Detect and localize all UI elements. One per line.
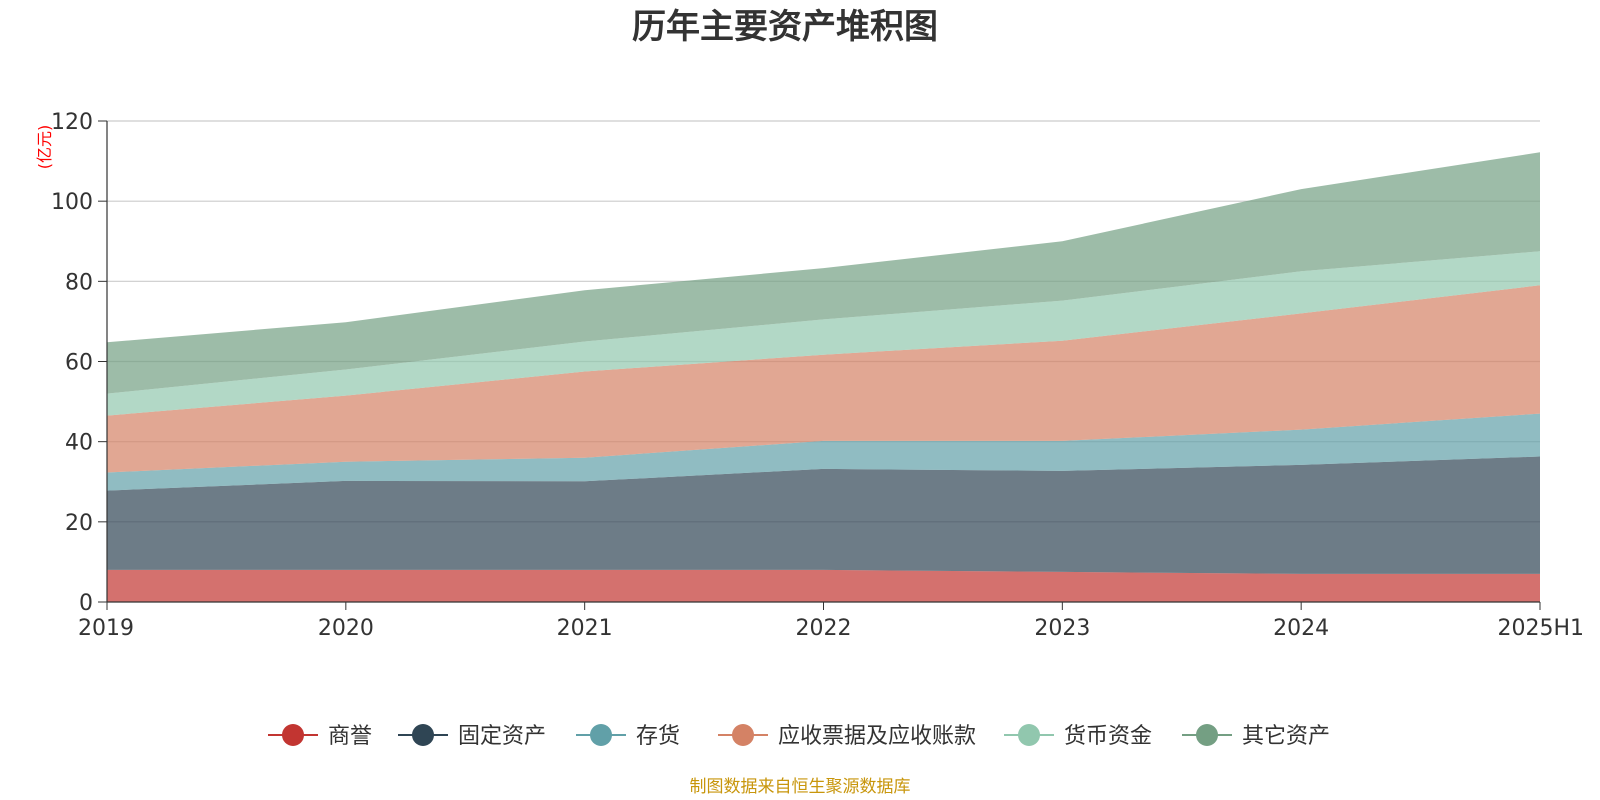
area-series-5 <box>107 152 1540 394</box>
legend-item-5[interactable]: 其它资产 <box>1182 724 1330 749</box>
legend-label: 其它资产 <box>1242 724 1330 749</box>
y-tick-label: 40 <box>65 431 93 456</box>
legend-marker <box>1018 724 1040 746</box>
x-tick-label: 2021 <box>557 616 613 641</box>
legend-marker <box>590 724 612 746</box>
x-tick-label: 2020 <box>318 616 374 641</box>
legend-item-4[interactable]: 货币资金 <box>1004 724 1152 749</box>
x-tick-label: 2025H1 <box>1497 616 1584 641</box>
legend-label: 存货 <box>636 724 680 749</box>
y-tick-label: 0 <box>79 591 93 616</box>
chart-title: 历年主要资产堆积图 <box>632 7 938 47</box>
axes: 0 20 40 60 80 100 120 2019 2020 2021 2022 2023 2024 2… <box>51 110 1584 641</box>
legend-label: 应收票据及应收账款 <box>778 724 976 749</box>
legend-label: 商誉 <box>328 724 372 749</box>
area-series-4 <box>107 251 1540 416</box>
area-series-2 <box>107 413 1540 491</box>
legend-marker <box>282 724 304 746</box>
legend-item-2[interactable]: 存货 <box>576 724 680 749</box>
legend-marker <box>412 724 434 746</box>
x-tick-label: 2019 <box>78 616 134 641</box>
area-series-0 <box>107 569 1540 602</box>
series-areas <box>107 152 1540 602</box>
x-tick-label: 2023 <box>1034 616 1090 641</box>
legend-marker <box>1196 724 1218 746</box>
x-tick-label: 2024 <box>1273 616 1329 641</box>
data-source-note: 制图数据来自恒生聚源数据库 <box>690 777 911 797</box>
y-axis-unit: (亿元) <box>35 125 54 170</box>
legend-item-0[interactable]: 商誉 <box>268 724 372 749</box>
legend-label: 货币资金 <box>1064 724 1152 749</box>
y-tick-label: 60 <box>65 351 93 376</box>
area-series-3 <box>107 285 1540 473</box>
legend-marker <box>732 724 754 746</box>
legend-item-1[interactable]: 固定资产 <box>398 724 546 749</box>
legend-item-3[interactable]: 应收票据及应收账款 <box>718 724 976 749</box>
y-tick-label: 80 <box>65 270 93 295</box>
area-series-1 <box>107 456 1540 574</box>
legend-label: 固定资产 <box>458 724 546 749</box>
legend[interactable]: 商誉 固定资产 存货 应收票据及应收账款 货币资金 其它资产 <box>268 724 1330 749</box>
y-tick-label: 100 <box>51 190 93 215</box>
y-tick-label: 20 <box>65 511 93 536</box>
x-tick-label: 2022 <box>796 616 852 641</box>
y-tick-label: 120 <box>51 110 93 135</box>
